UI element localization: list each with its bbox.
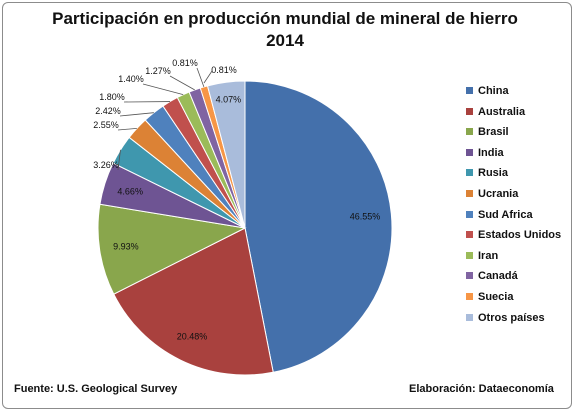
legend-label: India: [478, 146, 504, 159]
legend-swatch: [466, 210, 473, 218]
pie-slice-otros-países: [206, 80, 246, 229]
legend-label: Australia: [478, 105, 526, 118]
legend-swatch: [466, 107, 473, 115]
legend-swatch: [466, 169, 473, 177]
data-label: 20.48%: [177, 331, 208, 341]
footer-source: Fuente: U.S. Geological Survey: [14, 383, 178, 395]
legend-label: China: [478, 85, 509, 97]
leader-line: [203, 70, 213, 84]
legend-swatch: [466, 148, 473, 156]
leader-line: [169, 75, 195, 91]
legend-label: Estados Unidos: [478, 229, 562, 242]
data-label: 9.93%: [113, 241, 139, 251]
data-label: 1.27%: [145, 66, 171, 76]
pie-slice-brasil: [97, 203, 247, 295]
legend-swatch: [466, 293, 473, 300]
leader-line: [119, 112, 154, 117]
pie-slice-china: [244, 80, 393, 373]
leader-line: [117, 149, 121, 171]
legend-label: Brasil: [478, 126, 509, 139]
legend-swatch: [466, 272, 473, 280]
data-label: 0.81%: [172, 58, 198, 68]
data-label: 1.80%: [99, 92, 125, 102]
data-label: 0.81%: [211, 65, 237, 75]
data-label: 1.40%: [118, 74, 144, 84]
legend-label: Sud Africa: [478, 208, 533, 221]
legend-swatch: [466, 128, 473, 136]
data-label: 4.66%: [117, 186, 143, 196]
legend-label: Ucrania: [478, 188, 519, 200]
pie-slice-australia: [113, 227, 274, 376]
legend-swatch: [466, 190, 473, 197]
data-label: 2.55%: [93, 120, 119, 130]
chart-title: Participación en producción mundial de m…: [0, 8, 570, 52]
data-label: 2.42%: [95, 106, 121, 116]
legend-label: Rusia: [478, 167, 508, 180]
legend-label: Iran: [478, 249, 499, 262]
legend-swatch: [466, 313, 473, 321]
legend-label: Suecia: [478, 291, 514, 303]
legend-swatch: [466, 231, 473, 239]
data-label: 3.26%: [93, 160, 119, 170]
leader-line: [117, 127, 137, 131]
legend-swatch: [466, 87, 473, 94]
data-label: 46.55%: [350, 211, 381, 221]
footer-credit: Elaboración: Dataeconomía: [409, 383, 554, 395]
chart-title-main: Participación en producción mundial de m…: [52, 9, 518, 28]
data-label: 4.07%: [216, 95, 242, 105]
leader-line: [142, 83, 184, 96]
chart-title-year: 2014: [266, 31, 304, 50]
legend-swatch: [466, 251, 473, 259]
legend-label: Canadá: [478, 270, 518, 283]
legend-label: Otros países: [478, 311, 545, 324]
leader-line: [196, 67, 205, 88]
